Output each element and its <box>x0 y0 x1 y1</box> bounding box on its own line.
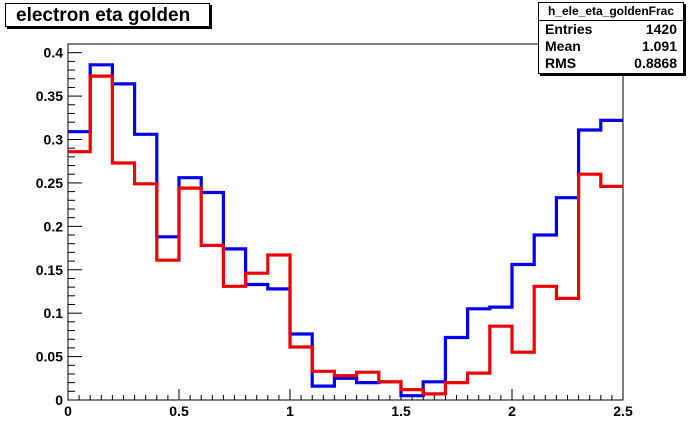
y-tick-label: 0.05 <box>36 349 63 365</box>
stats-label: Mean <box>545 38 581 54</box>
x-axis: 0 0.5 1 1.5 2 2.5 <box>64 389 633 419</box>
chart-title: electron eta golden <box>5 3 210 27</box>
y-tick-label: 0.2 <box>44 218 64 234</box>
stats-value: 1420 <box>645 21 677 37</box>
stats-row-mean: Mean 1.091 <box>539 38 683 55</box>
y-tick-label: 0.3 <box>44 132 64 148</box>
y-tick-label: 0 <box>55 392 63 408</box>
histogram-series-1 <box>68 63 623 398</box>
histogram-series-2 <box>68 74 623 396</box>
y-axis: 0 0.05 0.1 0.15 0.2 0.25 0.3 0.35 0.4 <box>36 45 82 408</box>
stats-row-rms: RMS 0.8868 <box>539 55 683 72</box>
x-tick-label: 2 <box>508 403 516 419</box>
x-tick-label: 0.5 <box>169 403 189 419</box>
plot-frame <box>67 43 624 401</box>
stats-box: h_ele_eta_goldenFrac Entries 1420 Mean 1… <box>538 2 684 74</box>
x-tick-label: 1 <box>286 403 294 419</box>
x-tick-label: 1.5 <box>391 403 411 419</box>
x-tick-label: 2.5 <box>613 403 633 419</box>
stats-label: Entries <box>545 21 593 37</box>
y-tick-label: 0.4 <box>44 45 64 61</box>
stats-value: 1.091 <box>641 38 677 54</box>
y-tick-label: 0.25 <box>36 175 63 191</box>
stats-value: 0.8868 <box>634 55 677 71</box>
x-tick-label: 0 <box>64 403 72 419</box>
stats-label: RMS <box>545 55 577 71</box>
stats-histogram-name: h_ele_eta_goldenFrac <box>539 3 683 21</box>
stats-row-entries: Entries 1420 <box>539 21 683 38</box>
series-layer <box>68 63 623 398</box>
y-tick-label: 0.15 <box>36 262 63 278</box>
y-tick-label: 0.1 <box>44 305 64 321</box>
y-tick-label: 0.35 <box>36 88 63 104</box>
